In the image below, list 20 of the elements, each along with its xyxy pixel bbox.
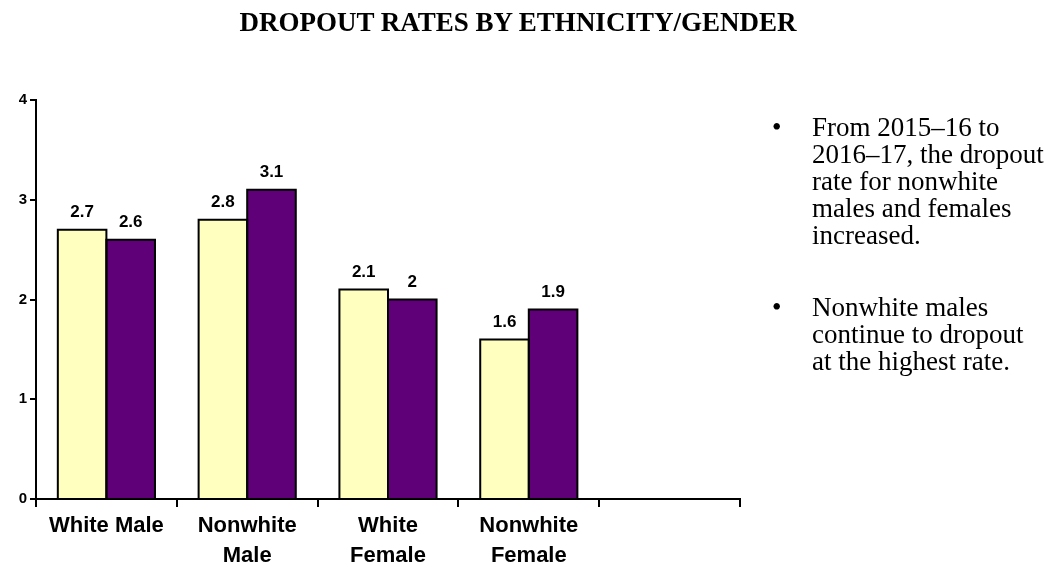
- data-label: 2.8: [211, 191, 235, 211]
- y-tick-label: 1: [18, 389, 27, 407]
- chart-title: DROPOUT RATES BY ETHNICITY/GENDER: [238, 6, 798, 38]
- x-tick-label: Nonwhite Male: [197, 512, 297, 567]
- data-label: 2.7: [70, 201, 94, 221]
- x-tick-label: White Male: [48, 512, 164, 538]
- text: • From 2015–16 to 2016–17, the dropout rate for nonwhite males and females increased.: [771, 112, 1045, 250]
- text: • Nonwhite males continue to dropout at the highest rate.: [771, 292, 1025, 376]
- y-tick-label: 2: [18, 289, 27, 307]
- data-label: 2: [407, 271, 418, 291]
- y-tick-label: 4: [18, 90, 28, 108]
- data-label: 2.1: [351, 261, 376, 281]
- y-tick-label: 3: [18, 189, 27, 207]
- x-tick-label: Nonwhite Female: [479, 512, 579, 567]
- data-label: 1.6: [492, 311, 517, 331]
- y-tick-label: 0: [18, 489, 27, 507]
- data-label: 3.1: [259, 161, 284, 181]
- x-tick-label: White Female: [350, 512, 426, 567]
- data-label: 2.6: [118, 211, 143, 231]
- data-label: 1.9: [541, 281, 565, 301]
